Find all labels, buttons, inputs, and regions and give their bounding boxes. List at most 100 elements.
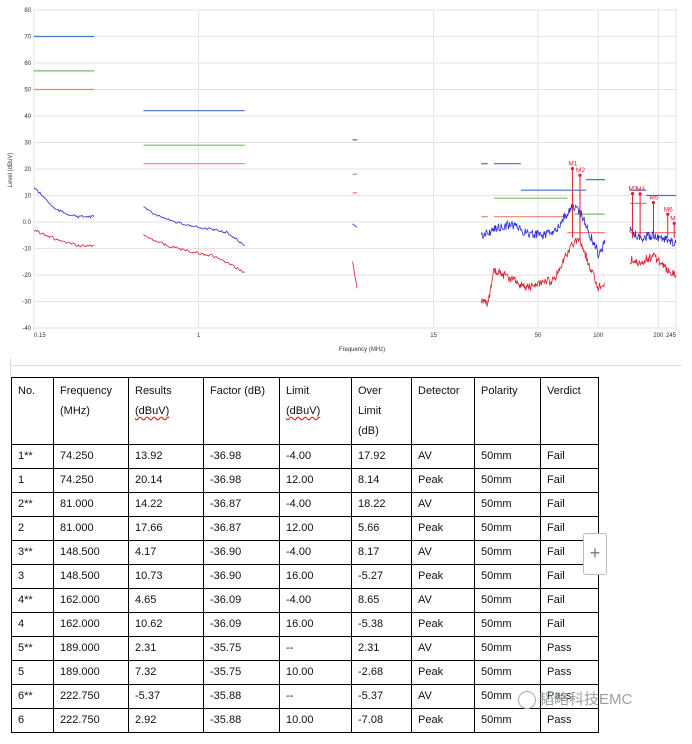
marker-dot bbox=[638, 192, 642, 196]
table-cell: 74.250 bbox=[53, 468, 129, 493]
table-cell: 5.66 bbox=[351, 516, 412, 541]
table-body: 1** 74.250 13.92 -36.98 -4.00 17.92 AV 50mm Fail… bbox=[11, 444, 599, 733]
table-cell: 2.31 bbox=[351, 636, 412, 661]
table-cell: 222.750 bbox=[53, 708, 129, 733]
table-cell: 222.750 bbox=[53, 684, 129, 709]
table-cell: -36.98 bbox=[203, 468, 280, 493]
header-text: Limit bbox=[286, 385, 310, 397]
table-cell: -5.37 bbox=[351, 684, 412, 709]
table-cell: 18.22 bbox=[351, 492, 412, 517]
header-line: Results bbox=[135, 381, 197, 401]
table-cell: -36.09 bbox=[203, 612, 280, 637]
table-header-cell: Over Limit (dB) bbox=[351, 377, 412, 445]
series-peak-scan bbox=[629, 226, 677, 247]
table-cell: -- bbox=[279, 684, 352, 709]
table-cell: 5** bbox=[11, 636, 54, 661]
marker-label: M6 bbox=[664, 206, 673, 213]
table-cell: 162.000 bbox=[53, 588, 129, 613]
y-tick-label: 40 bbox=[24, 114, 31, 120]
table-row: 6 222.750 2.92 -35.88 10.00 -7.08 Peak 50mm Pass bbox=[11, 708, 599, 733]
header-text: (dBuV) bbox=[286, 405, 321, 417]
table-cell: Pass bbox=[540, 636, 599, 661]
table-cell: 6** bbox=[11, 684, 54, 709]
y-tick-label: -10 bbox=[22, 247, 31, 253]
series-average-scan bbox=[143, 234, 245, 273]
header-line: Limit bbox=[286, 381, 345, 401]
table-cell: AV bbox=[411, 588, 475, 613]
series-peak-scan bbox=[352, 223, 358, 228]
table-row: 1 74.250 20.14 -36.98 12.00 8.14 Peak 50mm Fail bbox=[11, 468, 599, 493]
x-tick-label: 200 bbox=[653, 333, 664, 339]
x-tick-label: 100 bbox=[593, 333, 604, 339]
y-tick-label: 0.0 bbox=[23, 220, 32, 226]
marker-label: M1 bbox=[568, 161, 577, 168]
table-row: 3** 148.500 4.17 -36.90 -4.00 8.17 AV 50mm Fail bbox=[11, 540, 599, 565]
header-text: Polarity bbox=[481, 385, 518, 397]
emission-chart-svg: 80 70 60 50 40 30 20 10 0.0 -10 -20 -30 -400.15 1 15 50… bbox=[8, 8, 677, 353]
series-peak-scan bbox=[33, 187, 95, 219]
table-cell: Fail bbox=[540, 492, 599, 517]
table-cell: -35.88 bbox=[203, 684, 280, 709]
table-cell: -35.75 bbox=[203, 636, 280, 661]
marker-label: M2 bbox=[576, 167, 585, 174]
add-button[interactable]: + bbox=[583, 533, 607, 575]
table-cell: 50mm bbox=[474, 516, 541, 541]
header-text: Factor (dB) bbox=[210, 385, 266, 397]
table-cell: Peak bbox=[411, 660, 475, 685]
header-line: No. bbox=[18, 381, 47, 401]
header-line: Frequency bbox=[60, 381, 122, 401]
table-cell: Fail bbox=[540, 444, 599, 469]
table-cell: 14.22 bbox=[128, 492, 204, 517]
watermark-text: 韬略科技EMC bbox=[539, 691, 633, 708]
table-cell: 2 bbox=[11, 516, 54, 541]
table-header-row: No. Frequency (MHz) Results (dBuV) Factor (dB… bbox=[11, 377, 599, 445]
table-cell: Peak bbox=[411, 468, 475, 493]
table-cell: 50mm bbox=[474, 636, 541, 661]
y-tick-label: 30 bbox=[24, 141, 31, 147]
table-cell: -36.90 bbox=[203, 564, 280, 589]
marker-dot bbox=[630, 191, 635, 196]
header-text: (MHz) bbox=[60, 405, 90, 417]
series-peak-scan bbox=[480, 203, 606, 260]
table-cell: 148.500 bbox=[53, 540, 129, 565]
table-cell: -36.87 bbox=[203, 492, 280, 517]
table-cell: 1 bbox=[11, 468, 54, 493]
table-cell: 2.92 bbox=[128, 708, 204, 733]
table-cell: AV bbox=[411, 444, 475, 469]
table-cell: 8.17 bbox=[351, 540, 412, 565]
header-text: Over bbox=[358, 385, 382, 397]
table-cell: 50mm bbox=[474, 564, 541, 589]
marker-label: M3 bbox=[629, 186, 638, 193]
table-cell: 50mm bbox=[474, 540, 541, 565]
table-cell: Pass bbox=[540, 660, 599, 685]
table-cell: 8.14 bbox=[351, 468, 412, 493]
header-text: No. bbox=[18, 385, 36, 397]
table-cell: Peak bbox=[411, 612, 475, 637]
header-text: Verdict bbox=[547, 385, 581, 397]
table-cell: 2** bbox=[11, 492, 54, 517]
header-line: Factor (dB) bbox=[210, 381, 273, 401]
table-cell: -5.37 bbox=[128, 684, 204, 709]
table-cell: 3 bbox=[11, 564, 54, 589]
x-tick-label: 0.15 bbox=[34, 333, 46, 339]
table-header-cell: Results (dBuV) bbox=[128, 377, 204, 445]
table-cell: 189.000 bbox=[53, 636, 129, 661]
series-peak-scan bbox=[143, 206, 245, 247]
table-cell: -4.00 bbox=[279, 444, 352, 469]
table-cell: 12.00 bbox=[279, 468, 352, 493]
table-cell: -4.00 bbox=[279, 540, 352, 565]
header-line: (MHz) bbox=[60, 401, 122, 421]
y-tick-label: 60 bbox=[24, 61, 31, 67]
x-axis-label: Frequency (MHz) bbox=[339, 347, 385, 353]
y-tick-label: 10 bbox=[24, 194, 31, 200]
table-cell: AV bbox=[411, 492, 475, 517]
table-cell: 4 bbox=[11, 612, 54, 637]
table-header-cell: Polarity bbox=[474, 377, 541, 445]
y-tick-label: 70 bbox=[24, 35, 31, 41]
table-cell: -35.75 bbox=[203, 660, 280, 685]
table-cell: 74.250 bbox=[53, 444, 129, 469]
table-cell: Fail bbox=[540, 612, 599, 637]
table-cell: Peak bbox=[411, 708, 475, 733]
table-cell: 4** bbox=[11, 588, 54, 613]
header-line: (dBuV) bbox=[286, 401, 345, 421]
